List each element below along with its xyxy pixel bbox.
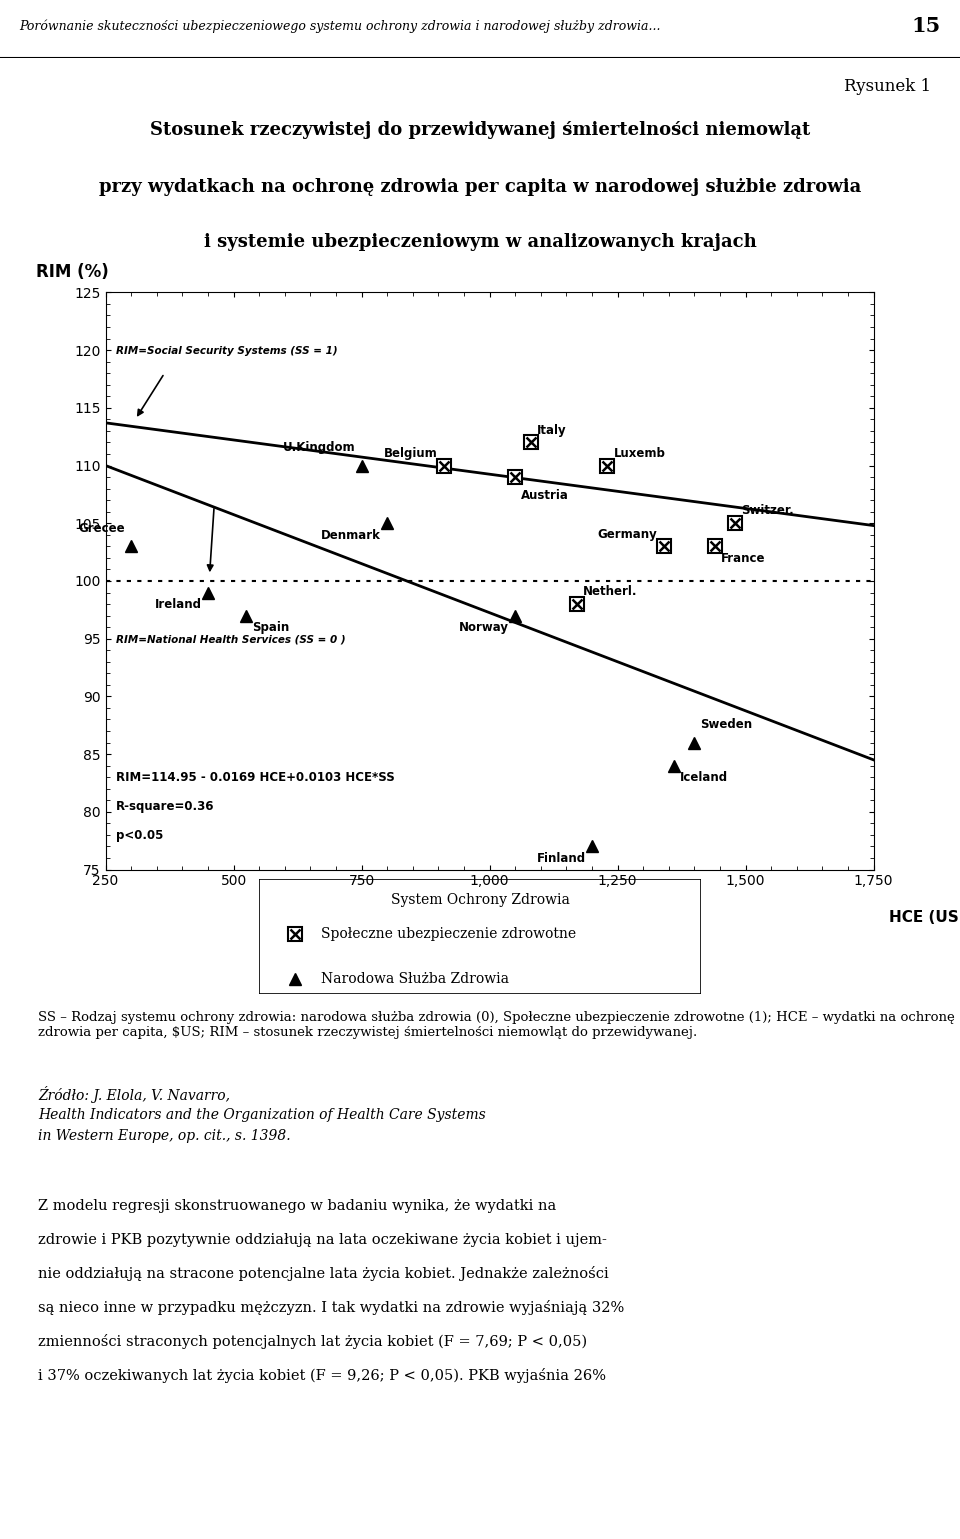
Text: Finland: Finland: [537, 853, 586, 865]
Text: i 37% oczekiwanych lat życia kobiet (F = 9,26; P < 0,05). PKB wyjaśnia 26%: i 37% oczekiwanych lat życia kobiet (F =…: [38, 1368, 607, 1382]
Text: Sweden: Sweden: [701, 719, 753, 731]
Text: RIM (%): RIM (%): [36, 263, 109, 280]
Text: Iceland: Iceland: [680, 771, 729, 785]
Text: 15: 15: [912, 17, 941, 37]
Text: Spain: Spain: [252, 622, 290, 634]
Text: Społeczne ubezpieczenie zdrowotne: Społeczne ubezpieczenie zdrowotne: [321, 926, 576, 942]
Text: U.Kingdom: U.Kingdom: [283, 442, 355, 454]
Text: Austria: Austria: [521, 489, 569, 502]
Text: Netherl.: Netherl.: [583, 585, 637, 599]
Text: Porównanie skuteczności ubezpieczeniowego systemu ochrony zdrowia i narodowej sł: Porównanie skuteczności ubezpieczenioweg…: [19, 20, 660, 32]
Text: Źródło: J. Elola, V. Navarro,: Źródło: J. Elola, V. Navarro,: [38, 1087, 235, 1103]
Text: nie oddziałują na stracone potencjalne lata życia kobiet. Jednakże zależności: nie oddziałują na stracone potencjalne l…: [38, 1267, 610, 1282]
Text: Health Indicators and the Organization of Health Care Systems: Health Indicators and the Organization o…: [38, 1108, 486, 1122]
Text: Z modelu regresji skonstruowanego w badaniu wynika, że wydatki na: Z modelu regresji skonstruowanego w bada…: [38, 1199, 557, 1213]
Text: są nieco inne w przypadku mężczyzn. I tak wydatki na zdrowie wyjaśniają 32%: są nieco inne w przypadku mężczyzn. I ta…: [38, 1300, 625, 1316]
Text: Narodowa Służba Zdrowia: Narodowa Służba Zdrowia: [321, 973, 509, 986]
Text: RIM=Social Security Systems (SS = 1): RIM=Social Security Systems (SS = 1): [116, 346, 338, 356]
Text: Belgium: Belgium: [384, 446, 438, 460]
Text: Norway: Norway: [459, 622, 509, 634]
Text: Luxemb: Luxemb: [613, 446, 665, 460]
Text: in Western Europe, op. cit., s. 1398.: in Western Europe, op. cit., s. 1398.: [38, 1130, 291, 1143]
Text: Germany: Germany: [598, 528, 658, 540]
Text: Denmark: Denmark: [322, 529, 381, 542]
Text: RIM=National Health Services (SS = 0 ): RIM=National Health Services (SS = 0 ): [116, 634, 346, 645]
Text: p<0.05: p<0.05: [116, 830, 163, 842]
Text: zmienności straconych potencjalnych lat życia kobiet (F = 7,69; P < 0,05): zmienności straconych potencjalnych lat …: [38, 1334, 588, 1348]
Text: Switzer.: Switzer.: [741, 505, 794, 517]
Text: Ireland: Ireland: [155, 599, 202, 611]
Text: Stosunek rzeczywistej do przewidywanej śmiertelności niemowląt: Stosunek rzeczywistej do przewidywanej ś…: [150, 122, 810, 139]
Text: System Ochrony Zdrowia: System Ochrony Zdrowia: [391, 893, 569, 906]
Text: zdrowie i PKB pozytywnie oddziałują na lata oczekiwane życia kobiet i ujem-: zdrowie i PKB pozytywnie oddziałują na l…: [38, 1233, 608, 1247]
Text: R-square=0.36: R-square=0.36: [116, 800, 214, 813]
Text: przy wydatkach na ochronę zdrowia per capita w narodowej służbie zdrowia: przy wydatkach na ochronę zdrowia per ca…: [99, 179, 861, 195]
Text: i systemie ubezpieczeniowym w analizowanych krajach: i systemie ubezpieczeniowym w analizowan…: [204, 234, 756, 251]
Text: Grecee: Grecee: [79, 522, 125, 534]
Text: France: France: [721, 553, 765, 565]
Text: RIM=114.95 - 0.0169 HCE+0.0103 HCE*SS: RIM=114.95 - 0.0169 HCE+0.0103 HCE*SS: [116, 771, 395, 785]
Text: Italy: Italy: [537, 423, 566, 437]
Text: SS – Rodzaj systemu ochrony zdrowia: narodowa służba zdrowia (0), Społeczne ubez: SS – Rodzaj systemu ochrony zdrowia: nar…: [38, 1011, 955, 1039]
Text: Rysunek 1: Rysunek 1: [845, 78, 931, 95]
Text: HCE (US$): HCE (US$): [889, 910, 960, 925]
